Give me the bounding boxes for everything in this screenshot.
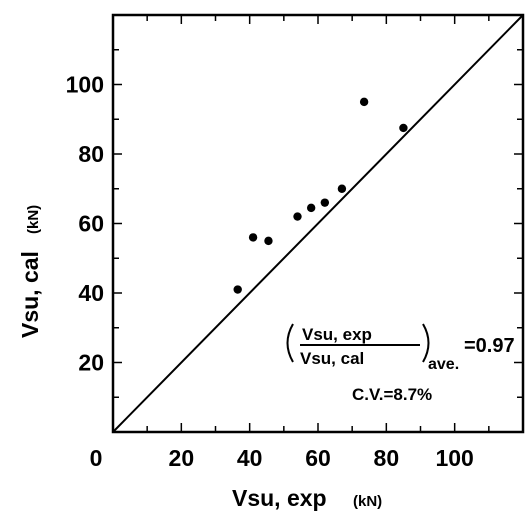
y-tick-label: 40 <box>78 280 104 306</box>
x-tick-label: 100 <box>435 445 473 471</box>
ratio-numerator: Vsu, exp <box>302 325 372 344</box>
data-point <box>293 212 302 221</box>
x-tick-label: 80 <box>374 445 400 471</box>
y-tick-label: 80 <box>78 141 104 167</box>
data-points <box>233 97 408 294</box>
data-point <box>337 184 347 193</box>
ratio-value: =0.97 <box>464 335 515 357</box>
x-tick-label: 60 <box>305 445 331 471</box>
y-tick-label: 100 <box>66 72 104 98</box>
data-point <box>359 97 369 107</box>
x-axis-title: Vsu, exp (kN) <box>232 485 382 511</box>
y-axis-label: Vsu, cal <box>17 251 43 338</box>
y-tick-label: 20 <box>78 350 104 376</box>
data-point <box>264 236 273 246</box>
ratio-subscript: ave. <box>428 356 459 373</box>
data-point <box>306 203 316 213</box>
x-tick-label: 20 <box>169 445 195 471</box>
data-point <box>320 198 330 207</box>
left-parenthesis <box>286 323 294 363</box>
data-point <box>399 123 408 133</box>
plot-frame <box>111 13 525 434</box>
data-point <box>248 233 258 242</box>
x-tick-label: 0 <box>90 445 103 471</box>
x-tick-label: 40 <box>237 445 263 471</box>
ratio-denominator: Vsu, cal <box>300 349 364 368</box>
x-axis-unit: (kN) <box>353 493 382 510</box>
right-parenthesis <box>422 323 430 363</box>
data-point <box>233 285 242 294</box>
y-tick-label: 60 <box>78 211 104 237</box>
y-axis-unit: (kN) <box>25 205 42 234</box>
average-ratio-annotation: Vsu, exp Vsu, cal ave. =0.97 <box>286 323 515 373</box>
tick-labels: 0 20 40 60 80 100 20 40 60 80 100 <box>66 72 474 472</box>
x-axis-label: Vsu, exp <box>232 485 327 511</box>
cv-annotation: C.V.=8.7% <box>352 385 432 404</box>
equality-reference-line <box>112 14 524 433</box>
y-axis-title: Vsu, cal (kN) <box>17 205 43 338</box>
